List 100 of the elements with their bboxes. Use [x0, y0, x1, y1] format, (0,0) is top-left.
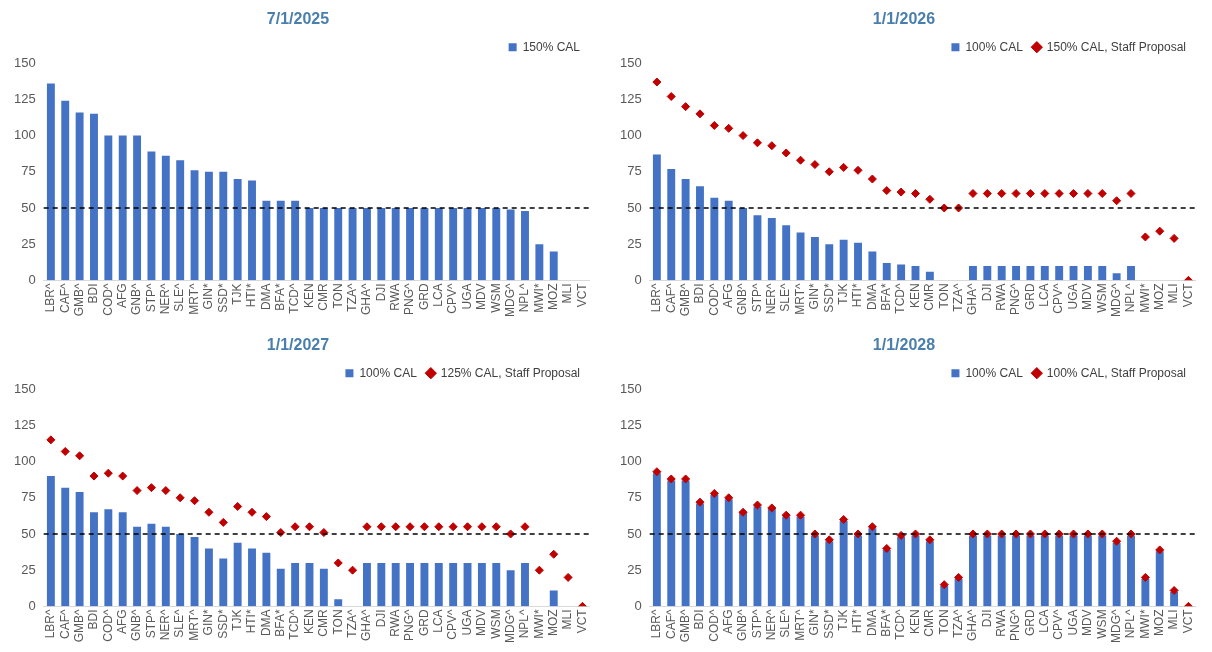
- bar: [334, 207, 343, 281]
- bar: [782, 225, 791, 281]
- y-tick-label: 75: [627, 489, 642, 505]
- x-tick-label: GIN*: [807, 283, 822, 310]
- point: [161, 486, 171, 496]
- bar: [492, 207, 501, 281]
- point: [549, 549, 559, 559]
- point: [910, 189, 920, 198]
- bar: [696, 186, 704, 281]
- x-tick-label: GIN*: [201, 609, 216, 636]
- bar: [535, 244, 544, 281]
- point: [434, 522, 444, 532]
- bar: [248, 548, 256, 607]
- bar: [983, 535, 992, 607]
- x-tick-label: TCD^: [893, 283, 908, 314]
- point: [738, 507, 748, 517]
- x-tick-label: MDV: [474, 283, 489, 311]
- bar: [767, 507, 776, 607]
- x-tick-label: DJI: [979, 609, 994, 628]
- x-tick-label: TON: [330, 283, 345, 309]
- y-tick-label: 25: [21, 235, 36, 251]
- x-tick-label: STP^: [749, 609, 764, 639]
- point: [1054, 189, 1064, 198]
- point: [1169, 233, 1179, 243]
- x-tick-label: GHA^: [359, 609, 374, 642]
- point: [853, 165, 863, 175]
- point: [724, 123, 734, 133]
- y-tick-label: 50: [627, 199, 642, 215]
- point: [190, 496, 200, 506]
- point: [1140, 232, 1150, 242]
- point: [968, 189, 978, 198]
- bar: [940, 586, 949, 607]
- x-tick-label: CPV^: [1051, 283, 1066, 314]
- bar: [406, 562, 415, 607]
- x-tick-label: RWA: [994, 609, 1008, 637]
- bar: [161, 526, 170, 607]
- point: [1097, 189, 1107, 198]
- chart-title: 1/1/2026: [872, 10, 936, 28]
- bar: [1127, 265, 1135, 281]
- x-tick-label: HTI*: [244, 283, 259, 308]
- point: [925, 194, 935, 204]
- bar: [90, 113, 98, 281]
- y-tick-label: 100: [13, 127, 36, 143]
- x-tick-label: TZA^: [950, 283, 965, 312]
- bar: [839, 239, 848, 281]
- x-tick-label: DJI: [979, 283, 994, 302]
- bar: [449, 207, 458, 281]
- x-tick-label: LBR^: [43, 283, 58, 313]
- bar: [710, 197, 719, 281]
- y-tick-label: 125: [13, 416, 36, 432]
- x-tick-label: GRD: [1022, 283, 1037, 311]
- x-tick-label: DMA: [258, 609, 273, 637]
- bar: [377, 207, 386, 281]
- point: [1155, 545, 1165, 555]
- point: [781, 510, 791, 520]
- bar: [291, 562, 300, 607]
- x-tick-label: LCA: [431, 283, 446, 307]
- point: [247, 507, 257, 517]
- bar: [348, 207, 357, 281]
- bar: [825, 541, 834, 607]
- x-tick-label: TJK: [229, 283, 244, 305]
- x-tick-label: HTI*: [850, 283, 865, 308]
- x-tick-label: MDG^: [1108, 609, 1123, 644]
- bar: [1083, 535, 1092, 607]
- bar: [319, 568, 328, 607]
- point: [666, 92, 676, 101]
- bar: [133, 135, 142, 281]
- legend-label: 100% CAL, Staff Proposal: [1046, 365, 1187, 380]
- x-tick-label: MRT^: [792, 283, 807, 315]
- point: [752, 500, 762, 510]
- point: [261, 512, 271, 522]
- x-tick-label: PNG^: [1008, 283, 1023, 316]
- point: [448, 522, 458, 532]
- x-tick-label: PNG^: [402, 283, 417, 316]
- point: [362, 522, 372, 532]
- x-tick-label: GMB^: [71, 283, 86, 317]
- x-tick-label: MOZ: [546, 283, 561, 311]
- x-tick-label: AFG: [721, 609, 736, 635]
- x-tick-label: UGA: [1065, 609, 1080, 636]
- bar: [477, 207, 486, 281]
- x-tick-label: WSM: [488, 283, 503, 313]
- bar: [363, 562, 371, 607]
- y-tick-label: 150: [619, 54, 642, 70]
- bar: [1112, 542, 1121, 607]
- x-tick-label: GNB^: [735, 609, 750, 642]
- y-tick-label: 100: [619, 127, 642, 143]
- point: [666, 474, 676, 484]
- x-tick-label: BFA*: [273, 283, 288, 311]
- point: [824, 167, 834, 177]
- bar: [248, 180, 256, 281]
- bar: [176, 533, 185, 607]
- x-tick-label: DJI: [373, 283, 388, 302]
- x-tick-label: PNG^: [402, 609, 417, 642]
- x-tick-label: KEN: [907, 283, 922, 309]
- point: [1155, 226, 1165, 236]
- point: [132, 486, 142, 496]
- y-tick-label: 125: [13, 90, 36, 106]
- bar: [1112, 273, 1121, 281]
- x-tick-label: MWI*: [1137, 609, 1152, 639]
- y-tick-label: 125: [619, 90, 642, 106]
